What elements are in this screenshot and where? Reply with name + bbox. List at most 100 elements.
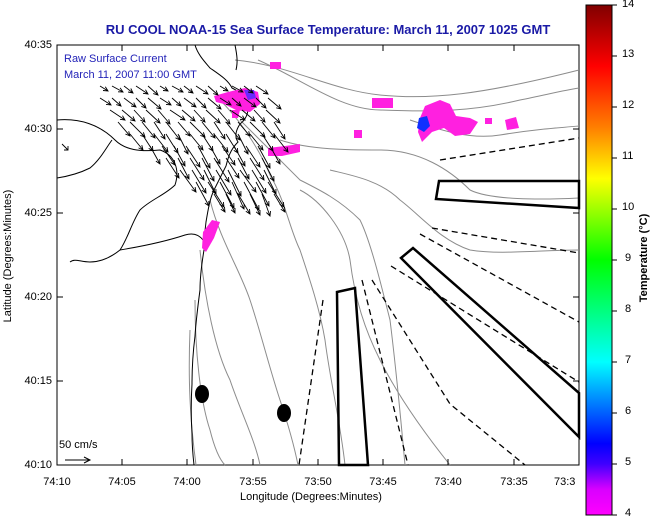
contour-5	[239, 119, 406, 466]
x-tick-label: 73:55	[239, 476, 267, 488]
contour-1	[234, 59, 580, 98]
current-vector	[195, 181, 210, 207]
y-tick-label: 40:35	[24, 39, 52, 51]
current-vector	[231, 181, 245, 210]
current-vector	[153, 121, 166, 140]
current-vector	[213, 157, 230, 183]
coastline-top	[234, 44, 238, 71]
current-vector	[219, 85, 229, 92]
current-vector	[99, 85, 109, 92]
colorbar-ticks	[612, 4, 617, 516]
x-tick-label: 73:3	[554, 476, 576, 488]
current-vector	[177, 133, 189, 155]
current-vectors	[61, 85, 289, 217]
sst-patch-coast	[202, 220, 220, 252]
ray-6	[361, 279, 409, 466]
ray-5	[371, 279, 526, 466]
current-vector	[189, 157, 205, 181]
current-vector	[251, 169, 267, 194]
current-vector	[123, 85, 134, 94]
current-vector	[219, 97, 232, 106]
sst-patch-east-small2	[485, 118, 492, 124]
current-vector	[249, 157, 265, 181]
coastline-west-bay	[56, 119, 178, 263]
current-vector	[183, 85, 194, 94]
x-tick-label: 73:40	[434, 476, 462, 488]
current-vector	[213, 193, 226, 213]
scale-label: 50 cm/s	[59, 439, 98, 451]
current-vector	[225, 193, 236, 214]
current-vector	[273, 121, 286, 140]
station-marker-1	[195, 385, 209, 403]
x-axis-title: Longitude (Degrees:Minutes)	[240, 491, 382, 503]
current-vector	[195, 85, 209, 95]
current-vector	[215, 169, 232, 196]
current-vector	[245, 145, 261, 168]
x-tick-label: 73:35	[500, 476, 528, 488]
current-vector	[191, 169, 207, 194]
x-tick-label: 73:45	[369, 476, 397, 488]
colorbar-tick-label: 14	[622, 0, 635, 10]
current-vector	[243, 97, 257, 108]
x-tick-label: 73:50	[304, 476, 332, 488]
current-vector	[111, 85, 124, 93]
zone-outlines	[335, 179, 581, 467]
sst-patches	[202, 62, 519, 252]
current-vector	[265, 109, 281, 124]
current-vector	[201, 157, 215, 182]
current-vector	[149, 145, 161, 165]
current-vector	[231, 85, 244, 93]
contour-10	[299, 189, 451, 466]
current-vector	[193, 109, 206, 123]
current-vector	[121, 109, 136, 122]
y-axis-title: Latitude (Degrees:Minutes)	[2, 189, 14, 323]
colorbar-tick-label: 7	[625, 354, 632, 366]
current-vector	[185, 145, 201, 168]
bathymetry-contours	[188, 59, 580, 466]
current-vector	[135, 85, 149, 95]
contour-7	[199, 249, 261, 466]
ray-3	[419, 233, 580, 323]
contour-11	[329, 169, 580, 253]
current-vector	[261, 157, 275, 182]
sst-patch-east-small	[505, 117, 519, 130]
sst-patch-mid1	[372, 98, 393, 108]
current-vector	[135, 97, 147, 109]
current-vector	[177, 157, 190, 180]
x-tick-label: 74:00	[173, 476, 201, 488]
coastline-inlet	[119, 233, 204, 251]
zone-polygon-east	[434, 179, 581, 210]
current-vector	[169, 109, 186, 121]
current-vector	[109, 109, 126, 121]
contour-3	[279, 139, 580, 200]
current-vector	[237, 121, 251, 137]
current-vector	[183, 97, 197, 108]
current-vector	[255, 97, 267, 109]
y-tick-label: 40:10	[24, 459, 52, 471]
current-vector	[159, 97, 172, 106]
current-vector	[255, 85, 269, 95]
current-vector	[111, 97, 122, 107]
current-vector	[179, 169, 197, 193]
current-vector	[229, 109, 246, 121]
x-tick-label: 74:05	[108, 476, 136, 488]
current-vector	[171, 97, 182, 107]
current-vector	[233, 145, 246, 167]
zone-polygon-southeast	[399, 246, 581, 441]
current-vector	[237, 133, 249, 155]
current-vector	[237, 193, 251, 215]
current-vector	[225, 157, 240, 179]
contour-8	[194, 299, 226, 466]
y-tick-label: 40:30	[24, 123, 52, 135]
colorbar-tick-label: 6	[625, 405, 632, 417]
station-markers	[195, 385, 291, 422]
current-vector	[195, 97, 207, 109]
current-vector	[165, 157, 180, 179]
current-vector	[205, 109, 221, 124]
current-vector	[129, 133, 144, 151]
sst-patch-mid2	[354, 130, 362, 138]
current-vector	[231, 97, 242, 107]
coastline-north	[56, 139, 113, 179]
colorbar-tick-label: 12	[622, 99, 635, 111]
